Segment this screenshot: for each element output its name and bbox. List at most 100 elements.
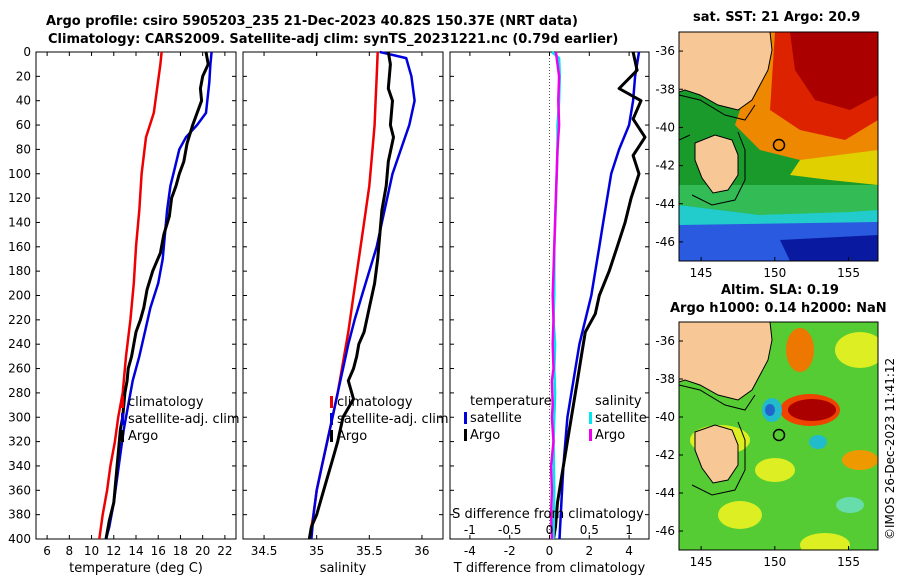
depth-tick-label: 140 xyxy=(8,215,31,229)
sla-high-core xyxy=(788,399,836,421)
difference-panel: -4 -2 0 2 4 T difference from climatology S di… xyxy=(449,51,650,576)
x-axis-label: temperature (deg C) xyxy=(69,561,203,576)
x-tick-label: 20 xyxy=(195,544,210,558)
x-axis-label: salinity xyxy=(320,561,367,576)
x-tick-label: 35.5 xyxy=(356,544,383,558)
x-tick-label: 6 xyxy=(43,544,51,558)
sla-low xyxy=(809,435,827,449)
map-x-tick-label: 155 xyxy=(837,266,860,280)
sst-mid-band xyxy=(679,185,878,220)
salinity-panel: 34.5 35 35.5 36 salinity climatology satellit… xyxy=(242,50,449,576)
map-y-tick-label: -42 xyxy=(655,159,675,173)
legend-title-salinity: salinity xyxy=(595,394,642,409)
map-x-tick-label: 150 xyxy=(763,266,786,280)
legend-label: climatology xyxy=(128,395,204,410)
top-tick-label: -1 xyxy=(464,523,476,537)
x-tick-label: 35 xyxy=(309,544,324,558)
mainland-australia xyxy=(679,32,773,111)
series-line-climatology xyxy=(98,51,163,540)
legend-swatch xyxy=(464,412,467,424)
tasmania xyxy=(694,424,739,484)
top-tick-label: 0 xyxy=(546,523,554,537)
legend-label: Argo xyxy=(128,429,158,444)
legend-swatch xyxy=(330,430,333,442)
top-tick-label: 1 xyxy=(625,523,633,537)
series-line-s-argo xyxy=(549,51,561,540)
legend-swatch xyxy=(330,396,333,408)
depth-tick-label: 160 xyxy=(8,240,31,254)
mainland-australia xyxy=(679,322,773,401)
map-y-tick-label: -46 xyxy=(655,524,675,538)
depth-tick-label: 320 xyxy=(8,435,31,449)
depth-tick-label: 20 xyxy=(16,69,31,83)
sla-map-title-line-2: Argo h1000: 0.14 h2000: NaN xyxy=(670,301,887,316)
legend-label: Argo xyxy=(470,428,500,443)
legend-label: satellite-adj. clim xyxy=(128,412,240,427)
depth-tick-label: 380 xyxy=(8,508,31,522)
legend-title-temperature: temperature xyxy=(470,394,552,409)
legend-swatch xyxy=(464,429,467,441)
x-tick-label: 8 xyxy=(66,544,74,558)
legend-swatch xyxy=(121,413,124,425)
depth-tick-label: 200 xyxy=(8,289,31,303)
sla-low-core xyxy=(765,404,775,416)
depth-tick-label: 40 xyxy=(16,94,31,108)
top-axis-label: S difference from climatology xyxy=(452,507,644,522)
legend-label: satellite xyxy=(595,411,647,426)
map-y-tick-label: -40 xyxy=(655,410,675,424)
map-x-tick-label: 145 xyxy=(690,266,713,280)
sla-map-title-line-1: Altim. SLA: 0.19 xyxy=(721,283,839,298)
sst-cold-band xyxy=(780,235,878,261)
depth-tick-label: 0 xyxy=(23,45,31,59)
map-y-tick-label: -36 xyxy=(655,44,675,58)
x-tick-label: 0 xyxy=(546,544,554,558)
depth-tick-label: 180 xyxy=(8,264,31,278)
depth-tick-label: 220 xyxy=(8,313,31,327)
tasmania xyxy=(694,134,739,194)
salinity-axes-frame xyxy=(242,51,444,540)
series-line-satellite-adj-clim xyxy=(104,51,213,540)
legend-swatch xyxy=(121,430,124,442)
depth-tick-label: 260 xyxy=(8,362,31,376)
x-tick-label: 2 xyxy=(585,544,593,558)
temperature-axes-frame xyxy=(35,51,237,540)
top-tick-label: 0.5 xyxy=(580,523,599,537)
map-y-tick-label: -42 xyxy=(655,448,675,462)
legend-label: satellite xyxy=(470,411,522,426)
depth-tick-label: 120 xyxy=(8,191,31,205)
series-line-t-satellite xyxy=(558,51,641,540)
argo-marker-sst xyxy=(772,138,786,152)
x-tick-label: -4 xyxy=(464,544,476,558)
legend-swatch xyxy=(589,429,592,441)
legend-label: Argo xyxy=(595,428,625,443)
x-tick-label: 18 xyxy=(173,544,188,558)
sla-blob xyxy=(836,497,864,513)
map-y-tick-label: -40 xyxy=(655,120,675,134)
argo-marker-sla xyxy=(772,428,786,442)
sst-core-zone xyxy=(790,32,878,110)
map-y-tick-label: -44 xyxy=(655,486,675,500)
depth-tick-label: 400 xyxy=(8,532,31,546)
map-y-tick-label: -38 xyxy=(655,372,675,386)
sst-front-yellow xyxy=(790,150,878,185)
legend-swatch xyxy=(121,396,124,408)
x-tick-label: 16 xyxy=(151,544,166,558)
title-line-2: Climatology: CARS2009. Satellite-adj cli… xyxy=(48,32,619,47)
series-line-t-argo xyxy=(552,51,647,540)
sla-bathymetry-contour xyxy=(679,384,756,496)
sla-blob xyxy=(800,533,850,550)
depth-tick-label: 80 xyxy=(16,142,31,156)
depth-axis: 0 20 40 60 80 100 120 140 160 180 200 220 240 260 280 3… xyxy=(8,45,31,546)
series-line-argo xyxy=(104,51,210,540)
top-tick-label: -0.5 xyxy=(498,523,521,537)
title-line-1: Argo profile: csiro 5905203_235 21-Dec-2… xyxy=(46,14,578,29)
x-tick-label: 12 xyxy=(106,544,121,558)
sla-blob xyxy=(786,328,814,372)
x-tick-label: -2 xyxy=(504,544,516,558)
x-axis-label: T difference from climatology xyxy=(453,561,646,576)
temperature-panel: 6 8 10 12 14 16 18 20 22 temperature (deg C) clim… xyxy=(35,51,240,576)
series-line-argo xyxy=(307,51,395,540)
x-tick-label: 10 xyxy=(84,544,99,558)
legend-label: Argo xyxy=(337,429,367,444)
